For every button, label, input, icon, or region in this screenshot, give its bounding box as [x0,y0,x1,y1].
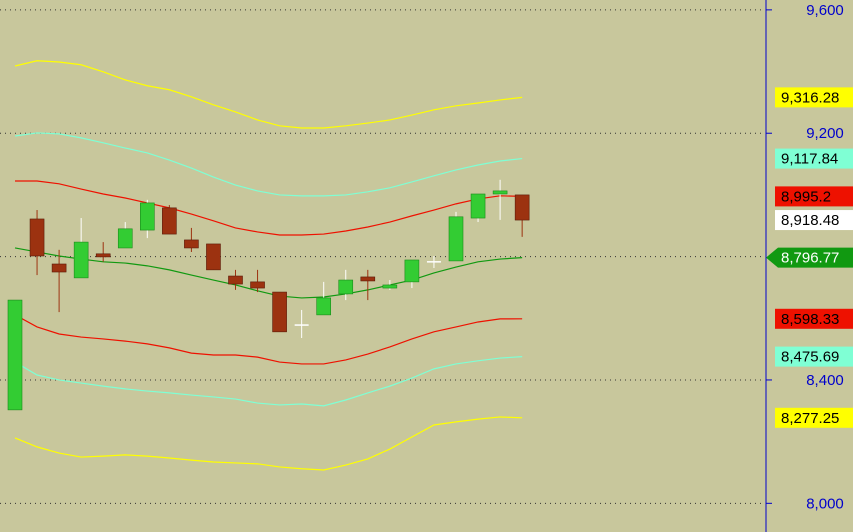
candle-body [448,216,464,262]
candles [7,179,530,411]
candle-body [117,228,133,249]
candle-body [206,243,221,271]
candle-body [184,239,199,249]
y-tick-label: 8,000 [806,495,844,512]
price-tag [775,210,853,231]
candle-body [338,279,354,295]
band-line [14,60,523,129]
price-tag-label: 9,316.28 [781,89,839,106]
y-axis: 8,000 8,400 9,200 9,600 [765,0,844,532]
price-tag [766,247,853,268]
candle-body [73,241,89,279]
candle-body [162,207,177,235]
candle-body [140,202,155,231]
candle-body [492,190,508,195]
candle-body [382,284,398,289]
y-tick-label: 8,400 [806,372,844,389]
band-line [14,314,523,365]
price-tag-label: 8,918.48 [781,212,839,229]
price-tag [775,186,853,207]
candle-body [316,297,332,316]
candle-body [51,263,67,273]
candle-body [250,281,265,289]
y-tick-label: 9,600 [806,2,844,19]
candle-body [360,276,376,282]
candle-body [95,253,111,258]
price-tag-label: 8,598.33 [781,311,839,328]
candle-body [29,218,45,257]
price-tag [775,148,853,169]
price-tag-label: 8,475.69 [781,349,839,366]
price-tag [775,407,853,428]
candle-body [514,194,530,221]
band-line [14,356,523,407]
band-line [14,132,523,197]
band-line [14,247,523,299]
band-line [14,416,523,471]
price-tag-label: 9,117.84 [781,151,838,168]
candle-body [404,259,420,283]
price-tags: 9,316.28 9,117.84 8,995.2 8,918.48 8,796.77 8… [766,87,853,428]
price-tag [775,87,853,108]
candle-body [470,193,486,219]
candle-body [228,275,243,285]
band-line [15,180,523,236]
y-tick-label: 9,200 [806,125,844,142]
candle-body [272,291,287,333]
price-tag-label: 8,796.77 [781,250,839,267]
price-tag-label: 8,995.2 [781,188,831,205]
bands [14,60,523,471]
candle-body [7,299,23,411]
price-tag [775,346,853,367]
price-tag [775,308,853,329]
price-tag-label: 8,277.25 [781,410,839,427]
